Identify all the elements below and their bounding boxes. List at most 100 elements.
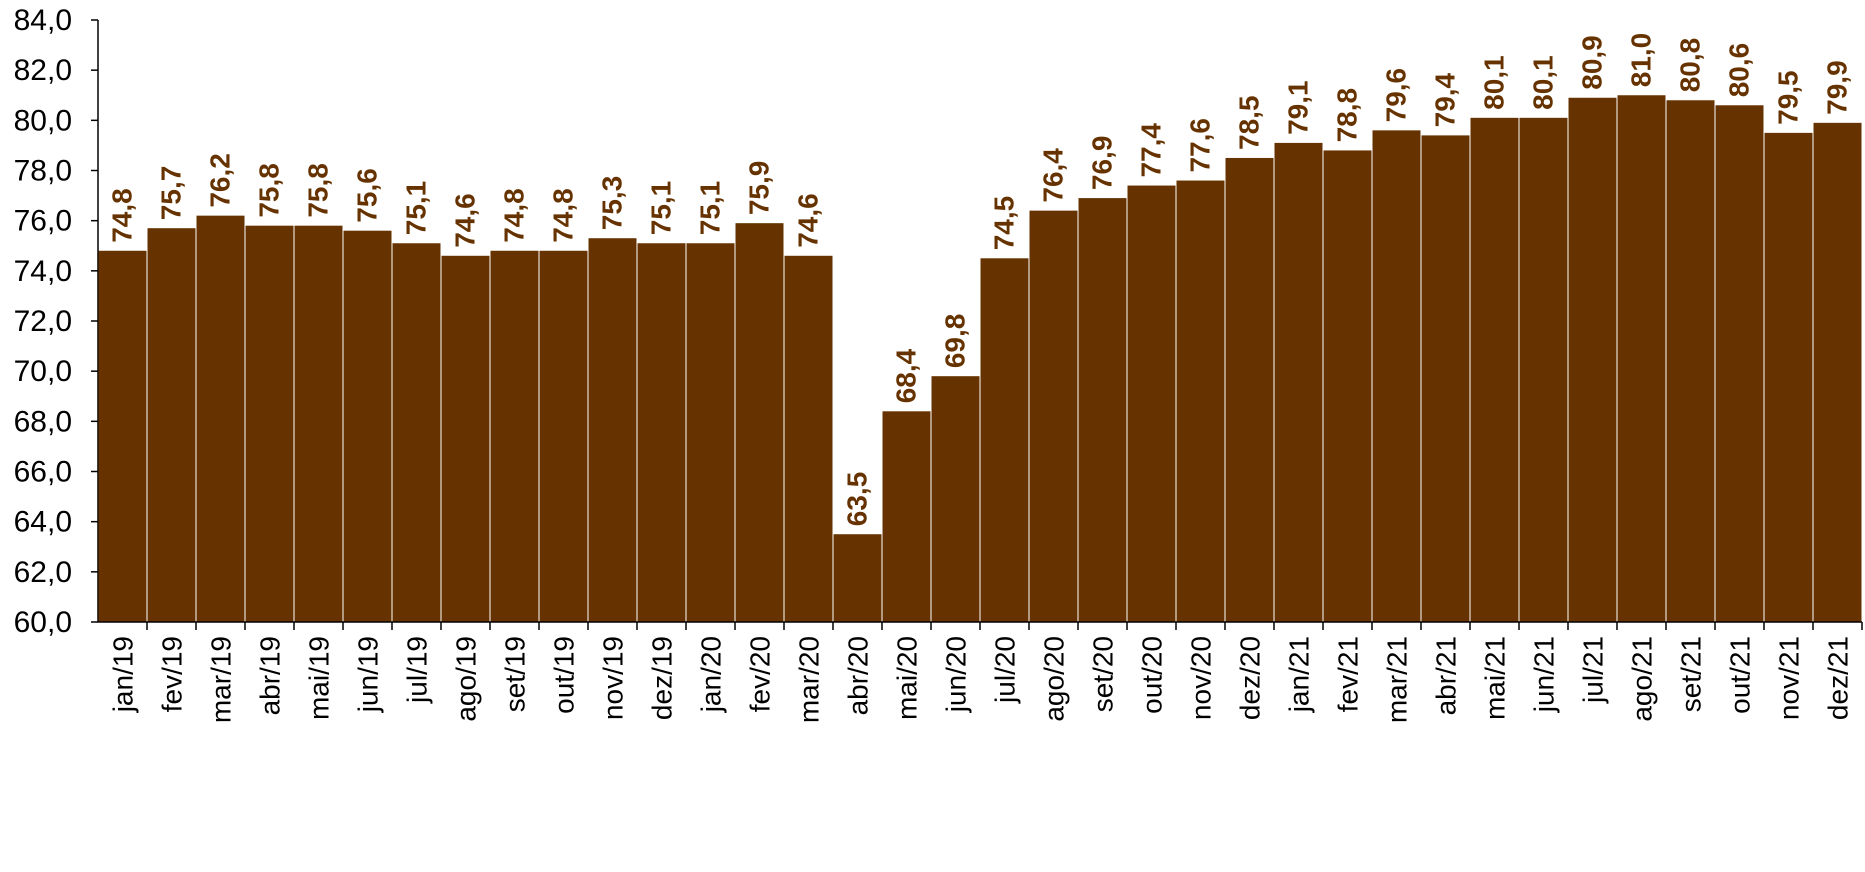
bar bbox=[1764, 132, 1813, 622]
bar bbox=[931, 376, 980, 622]
bar bbox=[1813, 122, 1862, 622]
x-axis: jan/19 fev/19 mar/19 abr/19 mai/19 jun/19 jul/… bbox=[98, 621, 1863, 723]
data-label: 75,8 bbox=[303, 163, 334, 218]
data-label: 69,8 bbox=[940, 314, 971, 369]
data-labels: 74,8 75,7 76,2 75,8 75,8 75,6 75,1 74,6 74,8 74,8… bbox=[107, 33, 1853, 526]
data-label: 75,1 bbox=[695, 181, 726, 236]
x-tick-label: jul/19 bbox=[402, 636, 433, 704]
x-tick-label: jan/19 bbox=[108, 636, 139, 713]
bar bbox=[686, 243, 735, 622]
bar bbox=[1519, 117, 1568, 622]
data-label: 79,1 bbox=[1283, 80, 1314, 135]
y-tick-label: 78,0 bbox=[14, 155, 72, 188]
bar bbox=[1470, 117, 1519, 622]
bar bbox=[1715, 105, 1764, 623]
y-tick-label: 80,0 bbox=[14, 104, 72, 137]
y-axis: 60,0 62,0 64,0 66,0 68,0 70,0 72,0 74,0 76,0 78,0… bbox=[14, 4, 99, 639]
bar bbox=[882, 411, 931, 622]
y-tick-label: 64,0 bbox=[14, 506, 72, 539]
bar bbox=[833, 534, 882, 622]
data-label: 74,5 bbox=[989, 196, 1020, 251]
y-tick-label: 60,0 bbox=[14, 606, 72, 639]
data-label: 75,7 bbox=[156, 166, 187, 221]
data-label: 74,8 bbox=[548, 188, 579, 243]
x-tick-label: jul/21 bbox=[1578, 636, 1609, 704]
bar bbox=[441, 255, 490, 623]
data-label: 75,8 bbox=[254, 163, 285, 218]
x-tick-label: dez/19 bbox=[647, 636, 678, 720]
x-tick-label: nov/20 bbox=[1186, 636, 1217, 720]
x-tick-label: nov/19 bbox=[598, 636, 629, 720]
data-label: 80,6 bbox=[1724, 43, 1755, 98]
x-tick-label: jun/20 bbox=[941, 636, 972, 713]
bar bbox=[1225, 157, 1274, 623]
bar bbox=[588, 238, 637, 622]
x-tick-label: out/20 bbox=[1137, 636, 1168, 714]
y-tick-label: 66,0 bbox=[14, 456, 72, 489]
data-label: 79,9 bbox=[1822, 60, 1853, 115]
y-tick-label: 72,0 bbox=[14, 305, 72, 338]
bar bbox=[1372, 130, 1421, 622]
x-tick-label: fev/20 bbox=[745, 636, 776, 712]
y-tick-label: 84,0 bbox=[14, 4, 72, 37]
bar bbox=[1421, 135, 1470, 622]
x-tick-label: mai/21 bbox=[1480, 636, 1511, 720]
data-label: 79,6 bbox=[1381, 68, 1412, 123]
bar bbox=[1568, 97, 1617, 623]
data-label: 75,1 bbox=[646, 181, 677, 236]
data-label: 77,4 bbox=[1136, 123, 1167, 178]
x-tick-label: nov/21 bbox=[1774, 636, 1805, 720]
data-label: 75,3 bbox=[597, 176, 628, 231]
data-label: 76,9 bbox=[1087, 136, 1118, 191]
x-tick-label: abr/20 bbox=[843, 636, 874, 715]
data-label: 79,4 bbox=[1430, 72, 1461, 127]
x-tick-label: jun/21 bbox=[1529, 636, 1560, 713]
data-label: 77,6 bbox=[1185, 118, 1216, 173]
bar bbox=[980, 258, 1029, 622]
x-tick-label: out/21 bbox=[1725, 636, 1756, 714]
x-tick-label: out/19 bbox=[549, 636, 580, 714]
bar bbox=[539, 250, 588, 622]
data-label: 75,1 bbox=[401, 181, 432, 236]
data-label: 80,1 bbox=[1479, 55, 1510, 110]
data-label: 80,8 bbox=[1675, 38, 1706, 93]
data-label: 78,5 bbox=[1234, 95, 1265, 150]
bar bbox=[392, 243, 441, 622]
data-label: 80,1 bbox=[1528, 55, 1559, 110]
bar bbox=[1127, 185, 1176, 623]
x-tick-label: dez/21 bbox=[1823, 636, 1854, 720]
x-tick-label: mar/21 bbox=[1382, 636, 1413, 723]
y-tick-label: 70,0 bbox=[14, 355, 72, 388]
x-tick-label: mai/19 bbox=[304, 636, 335, 720]
y-tick-label: 82,0 bbox=[14, 54, 72, 87]
bar bbox=[98, 250, 147, 622]
x-tick-label: jun/19 bbox=[353, 636, 384, 713]
bar bbox=[637, 243, 686, 622]
data-label: 78,8 bbox=[1332, 88, 1363, 143]
data-label: 74,6 bbox=[793, 193, 824, 248]
x-tick-label: set/19 bbox=[500, 636, 531, 712]
data-label: 75,6 bbox=[352, 168, 383, 223]
data-label: 68,4 bbox=[891, 348, 922, 403]
y-tick-label: 68,0 bbox=[14, 405, 72, 438]
bar bbox=[1274, 142, 1323, 623]
bar bbox=[343, 230, 392, 622]
data-label: 80,9 bbox=[1577, 35, 1608, 90]
y-tick-label: 76,0 bbox=[14, 205, 72, 238]
data-label: 81,0 bbox=[1626, 33, 1657, 88]
bar bbox=[294, 225, 343, 622]
data-label: 76,4 bbox=[1038, 148, 1069, 203]
data-label: 74,8 bbox=[499, 188, 530, 243]
x-tick-label: set/20 bbox=[1088, 636, 1119, 712]
x-tick-label: jul/20 bbox=[990, 636, 1021, 704]
bar bbox=[1666, 100, 1715, 623]
x-tick-label: dez/20 bbox=[1235, 636, 1266, 720]
x-tick-label: fev/21 bbox=[1333, 636, 1364, 712]
x-tick-label: abr/21 bbox=[1431, 636, 1462, 715]
data-label: 74,6 bbox=[450, 193, 481, 248]
bar bbox=[490, 250, 539, 622]
data-label: 74,8 bbox=[107, 188, 138, 243]
x-tick-label: mar/19 bbox=[206, 636, 237, 723]
x-tick-label: jan/20 bbox=[696, 636, 727, 713]
